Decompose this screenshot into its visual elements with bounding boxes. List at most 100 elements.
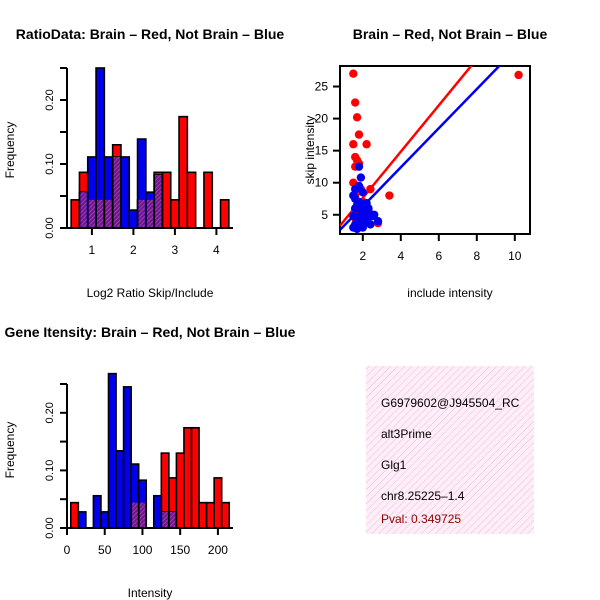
- info-gene-name: Glg1: [381, 458, 407, 472]
- bar-not-brain-6: [128, 209, 139, 229]
- x-tick-label-0: 0: [64, 543, 71, 557]
- bar-brain-10: [213, 477, 223, 529]
- scatter-x-tick-label-2: 6: [435, 249, 442, 263]
- scatter-y-tick-label-3: 20: [315, 112, 329, 126]
- point-not-brain-24: [354, 162, 364, 171]
- y-tick-label-1: 0.10: [44, 460, 56, 481]
- point-not-brain-22: [356, 173, 366, 182]
- bar-brain-11: [220, 501, 231, 529]
- point-not-brain-31: [349, 211, 358, 221]
- x-tick-label-1: 2: [130, 243, 137, 257]
- bar-brain-0: [70, 199, 81, 229]
- intensity-hist-axes: 0.00 0.10 0.20 0 50 100 150 200: [44, 383, 233, 557]
- bar-brain-14: [219, 199, 230, 229]
- bar-overlap-10: [169, 511, 176, 527]
- bar-brain-12: [186, 171, 197, 229]
- bar-overlap-8: [146, 199, 154, 227]
- x-tick-label-3: 4: [213, 243, 220, 257]
- bar-overlap-7: [138, 199, 145, 227]
- bar-brain-9: [161, 171, 172, 229]
- bar-not-brain-1: [92, 494, 102, 529]
- x-tick-label-0: 1: [89, 243, 96, 257]
- y-tick-label-1: 0.10: [44, 153, 56, 174]
- bar-not-brain-4: [115, 450, 125, 529]
- scatter-x-tick-label-3: 8: [473, 249, 480, 263]
- x-tick-label-3: 150: [170, 543, 190, 557]
- x-tick-label-2: 100: [132, 543, 152, 557]
- gene-info-panel: G6979602@J945504_RC alt3Prime Glg1 chr8.…: [366, 366, 534, 534]
- bar-overlap-3: [105, 199, 112, 227]
- scatter-y-tick-label-0: 5: [321, 208, 328, 222]
- x-tick-label-1: 50: [98, 543, 112, 557]
- ratio-hist-xlabel: Log2 Ratio Skip/Include: [87, 286, 214, 300]
- point-brain-3: [354, 130, 364, 139]
- bar-not-brain-8: [152, 494, 163, 529]
- scatter-y-tick-label-1: 10: [315, 176, 329, 190]
- intensity-hist-bars: [69, 372, 231, 529]
- bar-brain-11: [178, 115, 189, 229]
- point-not-brain-26: [364, 204, 373, 213]
- bar-brain-7: [190, 426, 200, 529]
- point-not-brain-9: [366, 220, 375, 229]
- scatter-title: Brain – Red, Not Brain – Blue: [353, 26, 548, 42]
- ratio-hist-ylabel: Frequency: [3, 122, 17, 179]
- bar-overlap-9: [155, 174, 162, 227]
- point-not-brain-21: [370, 210, 379, 219]
- info-event-id: G6979602@J945504_RC: [381, 396, 520, 410]
- ratio-hist-axes: 0.00 0.10 0.20 1 2 3 4: [44, 67, 233, 257]
- point-brain-9: [362, 140, 371, 149]
- y-tick-label-0: 0.00: [44, 217, 56, 238]
- point-not-brain-23: [351, 194, 360, 203]
- point-brain-4: [349, 140, 358, 149]
- bar-overlap-4: [113, 156, 120, 227]
- bar-overlap-1: [88, 199, 96, 227]
- point-brain-16: [385, 191, 394, 200]
- bar-brain-9: [205, 501, 215, 529]
- info-location: chr8.25225–1.4: [381, 489, 465, 503]
- scatter-x-tick-label-1: 4: [397, 249, 404, 263]
- point-not-brain-30: [356, 209, 366, 218]
- bar-not-brain-5: [120, 156, 131, 229]
- point-brain-1: [351, 98, 360, 107]
- y-tick-label-0: 0.00: [44, 517, 56, 538]
- scatter-ylabel: skip intensity: [303, 116, 317, 185]
- x-tick-label-4: 200: [208, 543, 228, 557]
- bar-overlap-9: [162, 511, 168, 527]
- point-brain-21: [514, 70, 523, 80]
- y-tick-label-2: 0.20: [44, 89, 56, 110]
- scatter-xlabel: include intensity: [407, 286, 492, 300]
- bar-not-brain-0: [77, 511, 87, 529]
- info-pval: Pval: 0.349725: [381, 512, 461, 526]
- info-event-type: alt3Prime: [381, 427, 432, 441]
- x-tick-label-2: 3: [172, 243, 179, 257]
- point-brain-2: [352, 113, 362, 122]
- info-box-background: [366, 366, 534, 534]
- bar-brain-6: [183, 426, 193, 529]
- intensity-hist-title: Gene Itensity: Brain – Red, Not Brain – …: [5, 324, 296, 340]
- point-not-brain-29: [373, 216, 383, 226]
- bar-overlap-2: [97, 199, 104, 227]
- point-brain-0: [349, 69, 358, 78]
- bar-overlap-7: [139, 502, 146, 527]
- y-tick-label-2: 0.20: [44, 402, 56, 423]
- point-not-brain-28: [352, 224, 362, 234]
- intensity-hist-ylabel: Frequency: [3, 422, 17, 479]
- ratio-histogram-panel: RatioData: Brain – Red, Not Brain – Blue…: [3, 26, 284, 300]
- scatter-y-tick-label-4: 25: [315, 80, 329, 94]
- bar-brain-5: [175, 452, 185, 529]
- bar-brain-13: [203, 171, 214, 229]
- bar-not-brain-2: [100, 511, 110, 529]
- bar-brain-8: [198, 501, 208, 529]
- scatter-x-tick-label-4: 10: [508, 249, 522, 263]
- bar-overlap-0: [80, 192, 87, 227]
- intensity-scatter-panel: Brain – Red, Not Brain – Blue 2 4 6 8 10 5 10 1…: [303, 26, 548, 300]
- intensity-hist-xlabel: Intensity: [128, 586, 173, 600]
- bar-overlap-6: [132, 502, 138, 527]
- scatter-y-tick-label-2: 15: [315, 144, 329, 158]
- point-not-brain-19: [354, 181, 364, 191]
- scatter-x-tick-label-0: 2: [359, 249, 366, 263]
- point-brain-13: [366, 184, 375, 194]
- intensity-histogram-panel: Gene Itensity: Brain – Red, Not Brain – …: [3, 324, 296, 600]
- point-not-brain-20: [358, 188, 367, 197]
